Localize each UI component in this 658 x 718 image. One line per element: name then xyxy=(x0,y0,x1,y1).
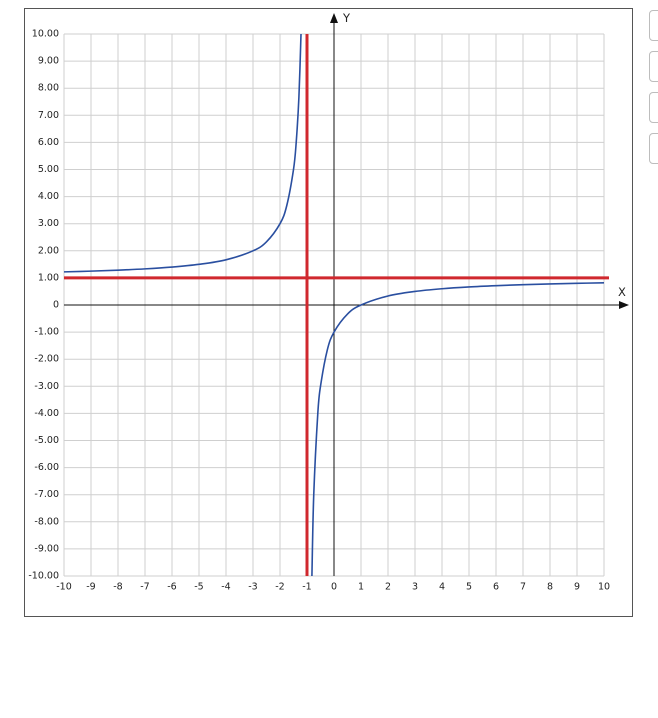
x-tick-label: -9 xyxy=(86,581,95,592)
y-tick-label: 8.00 xyxy=(38,83,59,94)
curve-left-branch xyxy=(63,33,302,273)
x-tick-label: -10 xyxy=(56,581,72,592)
plot-frame: 10.00 9.00 8.00 7.00 6.00 5.00 4.00 3.00 2.00 1.0… xyxy=(24,8,633,617)
y-tick-label: 9.00 xyxy=(38,56,59,67)
y-tick-label: -3.00 xyxy=(34,381,59,392)
x-tick-label: 2 xyxy=(385,581,391,592)
y-tick-label: -10.00 xyxy=(28,571,59,582)
x-tick-label: -2 xyxy=(275,581,284,592)
x-tick-label: -8 xyxy=(113,581,122,592)
x-tick-label: -5 xyxy=(194,581,203,592)
side-button-3[interactable] xyxy=(649,92,658,123)
side-button-1[interactable] xyxy=(649,10,658,41)
x-tick-label: 9 xyxy=(574,581,580,592)
y-tick-label: 1.00 xyxy=(38,272,59,283)
function-curves xyxy=(63,33,605,577)
y-tick-label: -8.00 xyxy=(34,516,59,527)
x-axis-label: X xyxy=(618,285,626,299)
y-tick-label: -5.00 xyxy=(34,435,59,446)
asymptote-lines xyxy=(64,34,609,576)
curve-right-branch xyxy=(311,282,605,577)
x-tick-label: 1 xyxy=(358,581,364,592)
y-tick-label: 10.00 xyxy=(32,29,59,40)
x-tick-label: -3 xyxy=(248,581,257,592)
x-tick-label: -4 xyxy=(221,581,230,592)
y-tick-label: 3.00 xyxy=(38,218,59,229)
y-tick-label: 7.00 xyxy=(38,110,59,121)
y-tick-label: 4.00 xyxy=(38,191,59,202)
x-tick-label: 10 xyxy=(598,581,610,592)
side-button-4[interactable] xyxy=(649,133,658,164)
y-axis-label: Y xyxy=(342,11,351,25)
y-tick-label: -7.00 xyxy=(34,489,59,500)
y-tick-label: -4.00 xyxy=(34,408,59,419)
x-tick-label: 3 xyxy=(412,581,418,592)
y-tick-label: 2.00 xyxy=(38,245,59,256)
x-axis-arrow xyxy=(619,301,629,309)
function-graph: 10.00 9.00 8.00 7.00 6.00 5.00 4.00 3.00 2.00 1.0… xyxy=(28,11,629,593)
x-tick-label: 0 xyxy=(331,581,337,592)
y-tick-label: 6.00 xyxy=(38,137,59,148)
x-tick-label: 6 xyxy=(493,581,499,592)
axis-names: X Y xyxy=(342,11,626,299)
x-tick-label: 4 xyxy=(439,581,445,592)
y-tick-label: -6.00 xyxy=(34,462,59,473)
y-tick-label: -2.00 xyxy=(34,354,59,365)
y-tick-label: -9.00 xyxy=(34,543,59,554)
y-tick-label: 0 xyxy=(53,300,59,311)
x-tick-label: -1 xyxy=(302,581,311,592)
x-tick-label: 8 xyxy=(547,581,553,592)
x-tick-label: 7 xyxy=(520,581,526,592)
x-tick-label: -6 xyxy=(167,581,176,592)
x-tick-label: 5 xyxy=(466,581,472,592)
side-button-2[interactable] xyxy=(649,51,658,82)
x-tick-label: -7 xyxy=(140,581,149,592)
coordinate-axes xyxy=(64,13,629,576)
y-tick-label: 5.00 xyxy=(38,164,59,175)
y-axis-arrow xyxy=(330,13,338,23)
tick-labels: 10.00 9.00 8.00 7.00 6.00 5.00 4.00 3.00 2.00 1.0… xyxy=(28,29,610,593)
y-tick-label: -1.00 xyxy=(34,327,59,338)
